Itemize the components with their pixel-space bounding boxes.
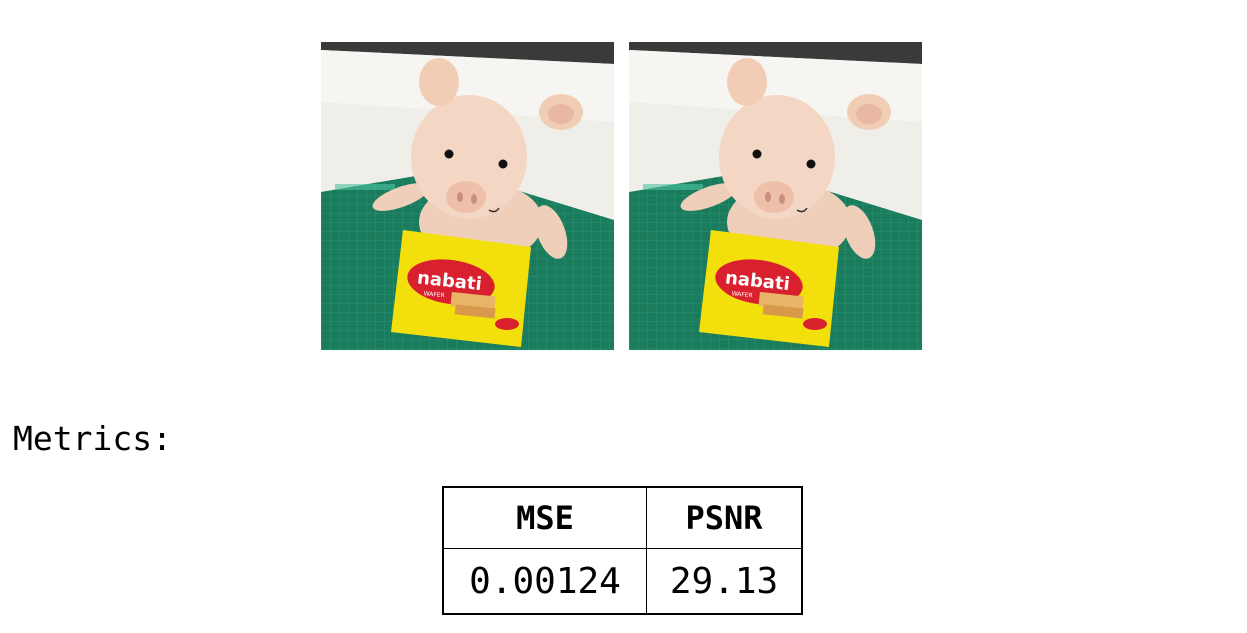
table-header-row: MSE PSNR [442,486,803,549]
pig-plush-image: nabati WAFER [321,42,614,350]
metrics-table: MSE PSNR 0.00124 29.13 [442,486,803,615]
reconstructed-photo: nabati WAFER [629,42,922,350]
pig-plush-image: nabati WAFER [629,42,922,350]
original-photo: nabati WAFER [321,42,614,350]
metrics-label: Metrics: [13,419,172,458]
package-sub: WAFER [731,290,753,299]
header-psnr: PSNR [646,486,803,549]
package-sub: WAFER [423,290,445,299]
header-mse: MSE [442,486,647,549]
cell-mse-value: 0.00124 [442,548,647,615]
table-row: 0.00124 29.13 [442,548,803,615]
cell-psnr-value: 29.13 [646,548,803,615]
